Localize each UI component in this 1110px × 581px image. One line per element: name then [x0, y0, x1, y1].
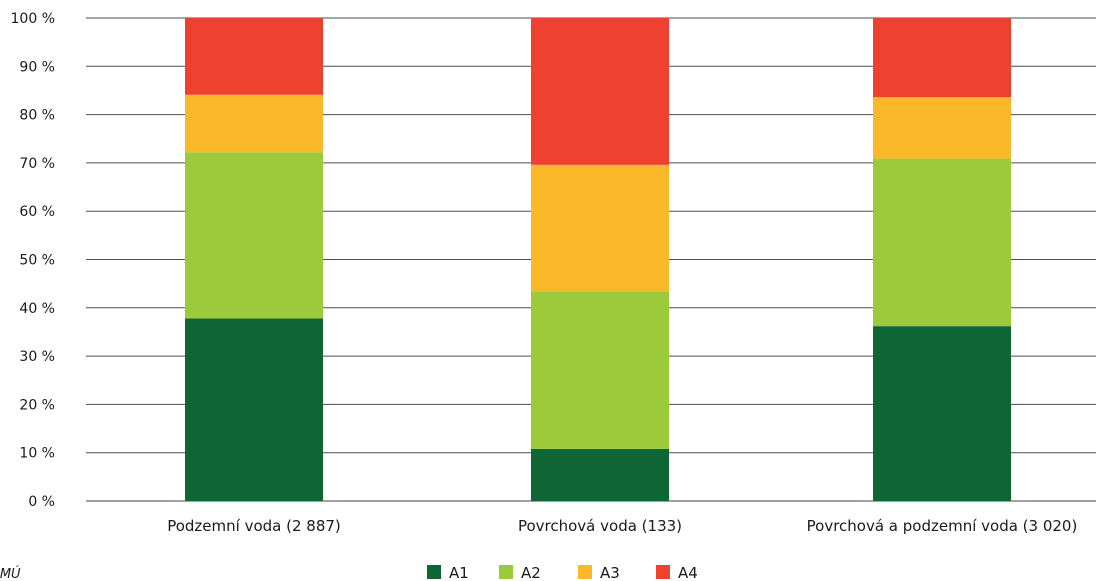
y-tick-label: 70 %	[19, 156, 55, 172]
bar-segment-a3	[185, 94, 323, 153]
y-tick-label: 20 %	[19, 397, 55, 413]
bar-segment-a4	[873, 18, 1011, 98]
y-axis-tick-labels: 0 % 10 % 20 % 30 % 40 % 50 % 60 % 70 % 80 % 90 % 1…	[11, 11, 55, 510]
legend-swatch	[427, 565, 441, 579]
bar-segment-a2	[531, 291, 669, 449]
legend-item-a1: A1	[427, 564, 469, 581]
bar-segment-a2	[185, 152, 323, 319]
y-tick-label: 30 %	[19, 349, 55, 365]
y-tick-label: 100 %	[11, 11, 55, 27]
legend-label: A1	[449, 564, 469, 581]
legend-swatch	[578, 565, 592, 579]
x-category-label: Povrchová voda (133)	[518, 517, 682, 535]
x-category-label: Podzemní voda (2 887)	[167, 517, 341, 535]
legend-label: A2	[521, 564, 541, 581]
legend-swatch	[656, 565, 670, 579]
y-tick-label: 0 %	[28, 494, 55, 510]
x-axis-category-labels: Podzemní voda (2 887) Povrchová voda (133…	[167, 517, 1077, 535]
legend: A1 A2 A3 A4	[427, 564, 698, 581]
bar-segment-a3	[873, 97, 1011, 159]
y-tick-label: 40 %	[19, 301, 55, 317]
legend-item-a3: A3	[578, 564, 620, 581]
bar-segment-a1	[873, 326, 1011, 501]
y-tick-label: 60 %	[19, 204, 55, 220]
bar-segment-a1	[185, 318, 323, 501]
y-tick-label: 80 %	[19, 108, 55, 124]
x-category-label: Povrchová a podzemní voda (3 020)	[807, 517, 1078, 535]
bar-segment-a4	[185, 18, 323, 95]
bars	[185, 18, 1011, 501]
bar-segment-a4	[531, 18, 669, 165]
legend-label: A3	[600, 564, 620, 581]
bar-segment-a2	[873, 158, 1011, 327]
legend-item-a4: A4	[656, 564, 698, 581]
y-tick-label: 90 %	[19, 59, 55, 75]
bar-segment-a3	[531, 164, 669, 292]
legend-swatch	[499, 565, 513, 579]
y-tick-label: 10 %	[19, 446, 55, 462]
legend-item-a2: A2	[499, 564, 541, 581]
y-tick-label: 50 %	[19, 253, 55, 269]
source-note: IMÚ	[0, 566, 21, 581]
bar-segment-a1	[531, 448, 669, 501]
legend-label: A4	[678, 564, 698, 581]
